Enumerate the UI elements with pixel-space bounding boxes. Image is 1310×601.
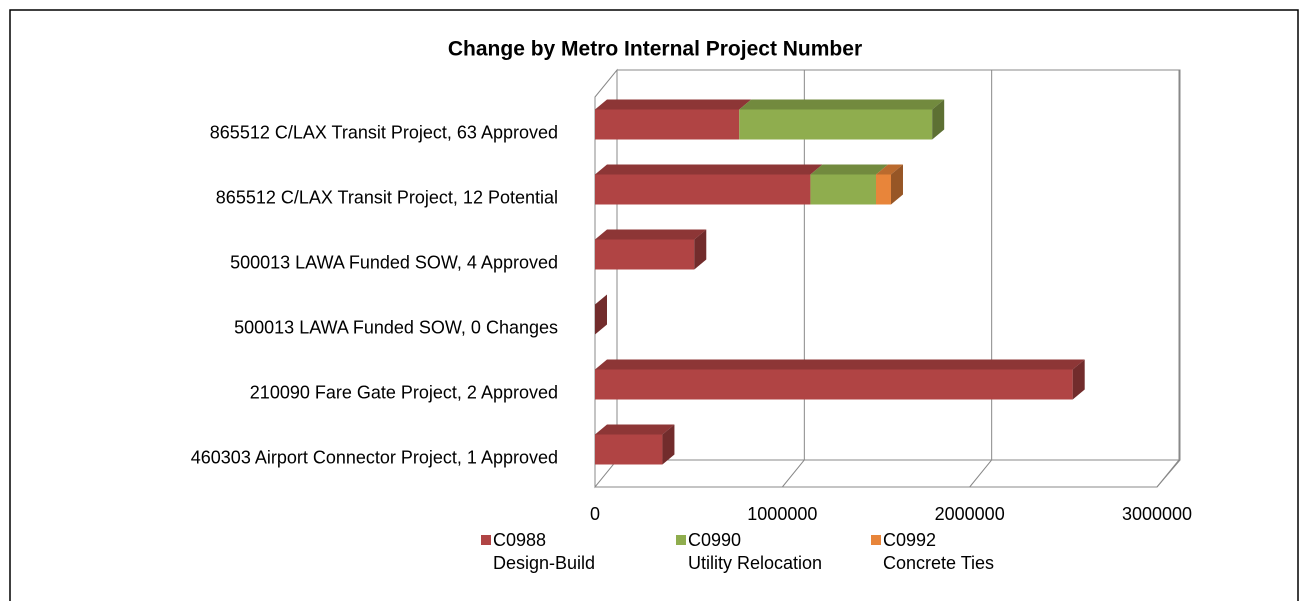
bar-top xyxy=(595,229,707,240)
floor xyxy=(595,459,1181,488)
bar-top xyxy=(595,99,752,110)
bar-end xyxy=(890,164,903,205)
y-tick-label: 460303 Airport Connector Project, 1 Appr… xyxy=(191,447,558,467)
bar-top xyxy=(876,164,903,175)
x-tick-label: 2000000 xyxy=(935,504,1005,524)
chart-title: Change by Metro Internal Project Number xyxy=(448,38,862,61)
bar-end xyxy=(1072,359,1085,400)
y-tick-label: 500013 LAWA Funded SOW, 0 Changes xyxy=(234,317,558,337)
bar-end xyxy=(662,424,675,465)
grid-line xyxy=(1156,70,1180,488)
y-tick-label: 210090 Fare Gate Project, 2 Approved xyxy=(250,382,558,402)
y-tick-label: 865512 C/LAX Transit Project, 63 Approve… xyxy=(210,122,558,142)
bar-segment xyxy=(595,229,707,270)
bar-front xyxy=(595,239,695,270)
bar-segment xyxy=(595,99,752,140)
x-tick-label: 0 xyxy=(590,504,600,524)
legend-swatch xyxy=(481,535,491,545)
x-tick-label: 1000000 xyxy=(747,504,817,524)
bar-end xyxy=(694,229,707,270)
bar-front xyxy=(595,369,1073,400)
y-tick-label: 865512 C/LAX Transit Project, 12 Potenti… xyxy=(216,187,558,207)
bar-top xyxy=(810,164,888,175)
legend-swatch xyxy=(676,535,686,545)
chart-frame xyxy=(9,9,1299,601)
legend-label: C0992 Concrete Ties xyxy=(883,530,994,573)
grid-line xyxy=(969,70,993,488)
bar-front xyxy=(595,109,740,140)
bar-front xyxy=(595,434,663,465)
legend-label: C0988 Design-Build xyxy=(493,530,595,573)
bar-top xyxy=(595,164,823,175)
bar-front xyxy=(739,109,933,140)
bar-segment xyxy=(595,164,823,205)
bar-top xyxy=(595,359,1085,370)
bar-end xyxy=(595,294,607,335)
legend-label: C0990 Utility Relocation xyxy=(688,530,822,573)
legend-swatch xyxy=(871,535,881,545)
bar-front xyxy=(876,174,891,205)
y-tick-label: 500013 LAWA Funded SOW, 4 Approved xyxy=(230,252,558,272)
back-wall xyxy=(617,69,1181,461)
bar-front xyxy=(595,174,811,205)
bar-top xyxy=(595,424,675,435)
bar-segment xyxy=(595,359,1085,400)
bar-segment xyxy=(595,424,675,465)
bar-segment xyxy=(810,164,888,205)
bar-end xyxy=(932,99,945,140)
bar-segment xyxy=(876,164,903,205)
bar-segment xyxy=(739,99,945,140)
x-tick-label: 3000000 xyxy=(1122,504,1192,524)
bar-front xyxy=(810,174,876,205)
bar-top xyxy=(739,99,945,110)
